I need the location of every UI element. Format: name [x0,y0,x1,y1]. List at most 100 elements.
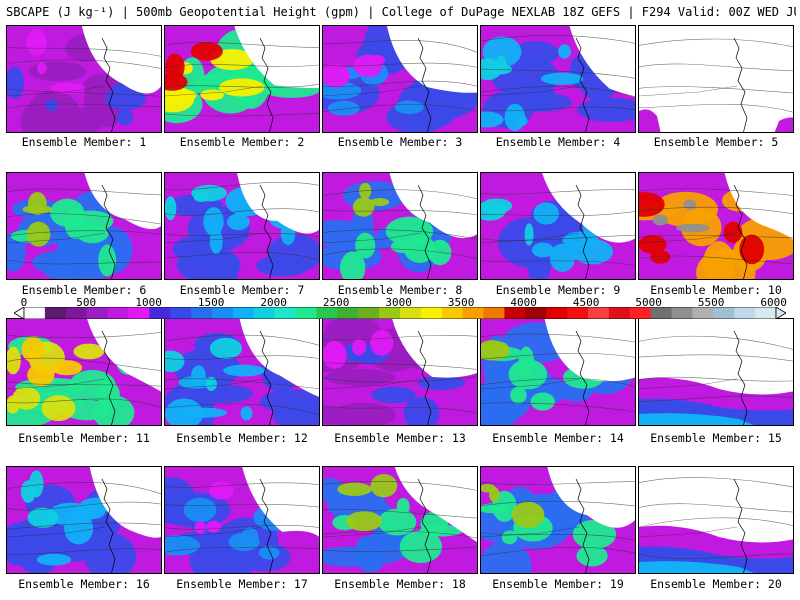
height-contour [165,403,319,415]
height-contour [323,209,477,216]
height-contour [481,378,635,387]
colorbar-tick-label: 1000 [135,296,162,309]
state-border [323,378,422,390]
height-contour [323,481,477,491]
height-contour [481,106,635,112]
state-border [165,378,264,390]
height-contour [165,334,319,346]
map-field [481,467,635,573]
height-contour [165,355,319,360]
state-border [481,526,580,538]
ensemble-member-map [322,466,478,574]
colorbar-segment [713,307,735,319]
map-field [7,173,161,279]
height-contour [481,211,635,217]
height-contour [7,103,161,109]
height-contour [481,189,635,195]
map-field [323,26,477,132]
state-border [323,526,422,538]
state-border [639,526,738,538]
colorbar-segment [525,307,547,319]
height-contour [165,113,319,117]
height-contour [639,354,793,362]
height-contour [481,352,635,360]
coastline [101,37,116,132]
ensemble-member-label: Ensemble Member: 15 [650,431,782,445]
map-field [639,477,793,573]
colorbar-segment [462,307,485,319]
ensemble-member-map [638,318,794,426]
colorbar-segment [734,307,756,319]
ensemble-member-label: Ensemble Member: 16 [18,577,150,591]
ensemble-member-map [164,318,320,426]
height-contour [323,62,477,68]
colorbar-tick-label: 3000 [385,296,412,309]
map-field [165,319,319,425]
height-contour [7,259,161,265]
height-contour [323,40,477,53]
height-contour [7,88,161,97]
colorbar-segment [420,307,443,319]
colorbar-tick-label: 2500 [322,296,350,309]
ensemble-member-map [322,25,478,133]
height-contour [639,335,793,350]
ensemble-member-map [164,466,320,574]
state-border [323,85,422,97]
height-contour [165,233,319,238]
coastline [259,184,274,279]
ensemble-member-label: Ensemble Member: 3 [337,135,463,149]
ensemble-member-label: Ensemble Member: 4 [495,135,621,149]
state-border [639,232,738,244]
height-contour [165,378,319,389]
height-contour [481,35,635,44]
height-contour [165,251,319,261]
colorbar-tick-label: 5500 [697,296,725,309]
coastline [575,478,590,573]
colorbar-tick-label: 500 [76,296,97,309]
height-contour [639,376,793,382]
state-border [639,378,738,390]
colorbar-segment [358,307,380,319]
ensemble-member-label: Ensemble Member: 13 [334,431,466,445]
height-contour [7,47,161,57]
coastline [101,184,116,279]
map-field [165,467,319,573]
height-contour [481,481,635,485]
ensemble-member-label: Ensemble Member: 20 [650,577,782,591]
ensemble-member-label: Ensemble Member: 19 [492,577,624,591]
map-field [323,173,477,279]
map-field [7,319,161,425]
ensemble-member-label: Ensemble Member: 9 [495,283,621,297]
height-contour [639,503,793,513]
colorbar-segment [692,307,714,319]
colorbar-segment [650,307,673,319]
height-contour [323,80,477,87]
height-contour [481,68,635,79]
height-contour [7,230,161,237]
height-contour [7,59,161,69]
height-contour [481,234,635,242]
colorbar-segment [629,307,652,319]
height-contour [639,517,793,528]
colorbar-segment [191,307,213,319]
state-border [7,85,106,97]
height-contour [323,362,477,370]
map-field [165,173,319,279]
height-contour [639,395,793,402]
coastline [259,330,274,425]
ensemble-member-map [6,172,162,280]
map-field [639,37,793,132]
height-contour [639,255,793,265]
coastline [417,37,432,132]
height-contour [639,206,793,215]
height-contour [323,405,477,414]
height-contour [323,335,477,341]
coastline [575,184,590,279]
ensemble-member-map [164,25,320,133]
coastline [259,478,274,573]
ensemble-member-label: Ensemble Member: 2 [179,135,305,149]
colorbar-tick-label: 5000 [635,296,662,309]
state-border [481,232,580,244]
colorbar-segment [483,307,505,319]
ensemble-member-map [322,172,478,280]
